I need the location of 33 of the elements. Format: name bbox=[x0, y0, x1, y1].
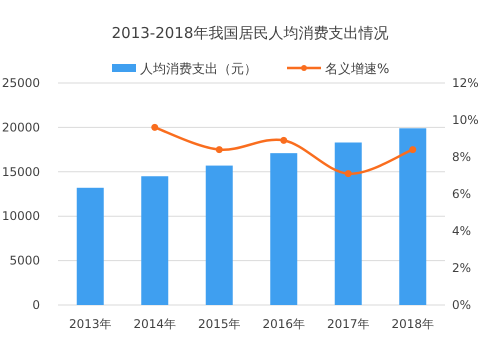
y-tick-label: 25000 bbox=[2, 76, 40, 90]
legend-label: 人均消费支出（元） bbox=[140, 62, 257, 77]
y-tick-label: 20000 bbox=[2, 120, 40, 134]
x-tick-label: 2017年 bbox=[326, 317, 370, 331]
x-tick-label: 2016年 bbox=[262, 317, 306, 331]
point bbox=[151, 124, 158, 131]
point bbox=[216, 146, 223, 154]
bar bbox=[206, 166, 233, 305]
point bbox=[280, 136, 288, 144]
point bbox=[409, 146, 416, 154]
y2-tick-label: 4% bbox=[452, 224, 472, 238]
bar bbox=[334, 142, 362, 305]
y-tick-label: 0 bbox=[32, 298, 40, 312]
bar bbox=[76, 188, 104, 305]
y-tick-label: 10000 bbox=[2, 209, 40, 224]
y2-tick-label: 12% bbox=[452, 76, 479, 90]
y2-tick-label: 10% bbox=[452, 113, 479, 127]
y-tick-label: 5000 bbox=[9, 254, 40, 268]
y2-tick-label: 0% bbox=[452, 298, 472, 312]
y2-tick-label: 6% bbox=[452, 187, 472, 201]
x-tick-label: 2013年 bbox=[68, 317, 112, 331]
y2-tick-label: 8% bbox=[452, 150, 472, 164]
x-tick-label: 2014年 bbox=[133, 317, 176, 331]
bar bbox=[270, 153, 298, 305]
point bbox=[344, 170, 352, 178]
y-tick-label: 15000 bbox=[2, 164, 40, 179]
legend-label: 名义增速% bbox=[325, 62, 390, 77]
y2-tick-label: 2% bbox=[452, 261, 472, 275]
bar bbox=[141, 176, 168, 305]
bar bbox=[399, 128, 426, 305]
x-tick-label: 2018年 bbox=[391, 317, 434, 331]
chart-title: 2013-2018年我国居民人均消费支出情况 bbox=[112, 24, 388, 42]
x-tick-label: 2015年 bbox=[198, 317, 241, 331]
